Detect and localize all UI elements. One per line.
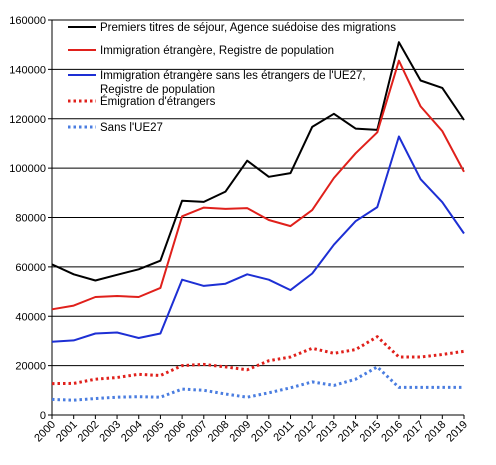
x-tick-label: 2010 [249, 419, 275, 445]
y-tick-label: 20000 [15, 361, 46, 373]
x-tick-label: 2013 [314, 419, 340, 445]
y-tick-label: 120000 [9, 114, 46, 126]
x-tick-label: 2016 [379, 419, 405, 445]
x-tick-label: 2005 [141, 419, 167, 445]
x-tick-label: 2017 [401, 419, 427, 445]
x-tick-label: 2001 [54, 419, 80, 445]
y-tick-labels: 0 20000 40000 60000 80000 100000 120000 140000 1… [9, 15, 46, 422]
x-tick-label: 2008 [206, 419, 232, 445]
x-tick-label: 2009 [227, 419, 253, 445]
series-line-5 [51, 365, 464, 402]
x-tick-label: 2011 [271, 419, 296, 444]
x-tick-label: 2000 [32, 419, 58, 445]
y-tick-label: 160000 [9, 15, 46, 27]
x-tick-label: 2018 [423, 419, 449, 445]
series-lines [51, 41, 465, 402]
axes [48, 19, 465, 419]
y-tick-label: 40000 [15, 311, 46, 323]
series-line-2 [51, 59, 465, 311]
x-tick-label: 2007 [184, 419, 210, 445]
legend-label-5: Sans l'UE27 [100, 122, 163, 134]
x-tick-label: 2015 [358, 419, 384, 445]
y-tick-label: 140000 [9, 64, 46, 76]
y-tick-label: 80000 [15, 213, 46, 225]
legend-label-1: Premiers titres de séjour, Agence suédoi… [100, 22, 396, 34]
x-tick-labels: 2000200120022003200420052006200720082009… [32, 419, 470, 445]
legend-label-4: Émigration d'étrangers [100, 95, 216, 108]
y-tick-label: 100000 [9, 163, 46, 175]
legend-label-3: Immigration étrangère sans les étrangers… [100, 70, 366, 82]
series-line-4 [51, 335, 465, 386]
x-tick-label: 2006 [162, 419, 188, 445]
series-line-1 [51, 41, 465, 282]
legend-label-2: Immigration étrangère, Registre de popul… [100, 45, 334, 57]
series-line-3 [51, 135, 465, 343]
y-tick-label: 0 [40, 410, 46, 422]
x-tick-label: 2004 [119, 419, 145, 445]
legend: Premiers titres de séjour, Agence suédoi… [68, 22, 396, 134]
y-tick-label: 60000 [15, 262, 46, 274]
x-tick-label: 2003 [97, 419, 123, 445]
x-tick-label: 2012 [293, 419, 319, 445]
x-tick-label: 2014 [336, 419, 362, 445]
x-tick-label: 2002 [76, 419, 102, 445]
legend-label-3: Registre de population [100, 84, 215, 96]
x-tick-label: 2019 [444, 419, 470, 445]
